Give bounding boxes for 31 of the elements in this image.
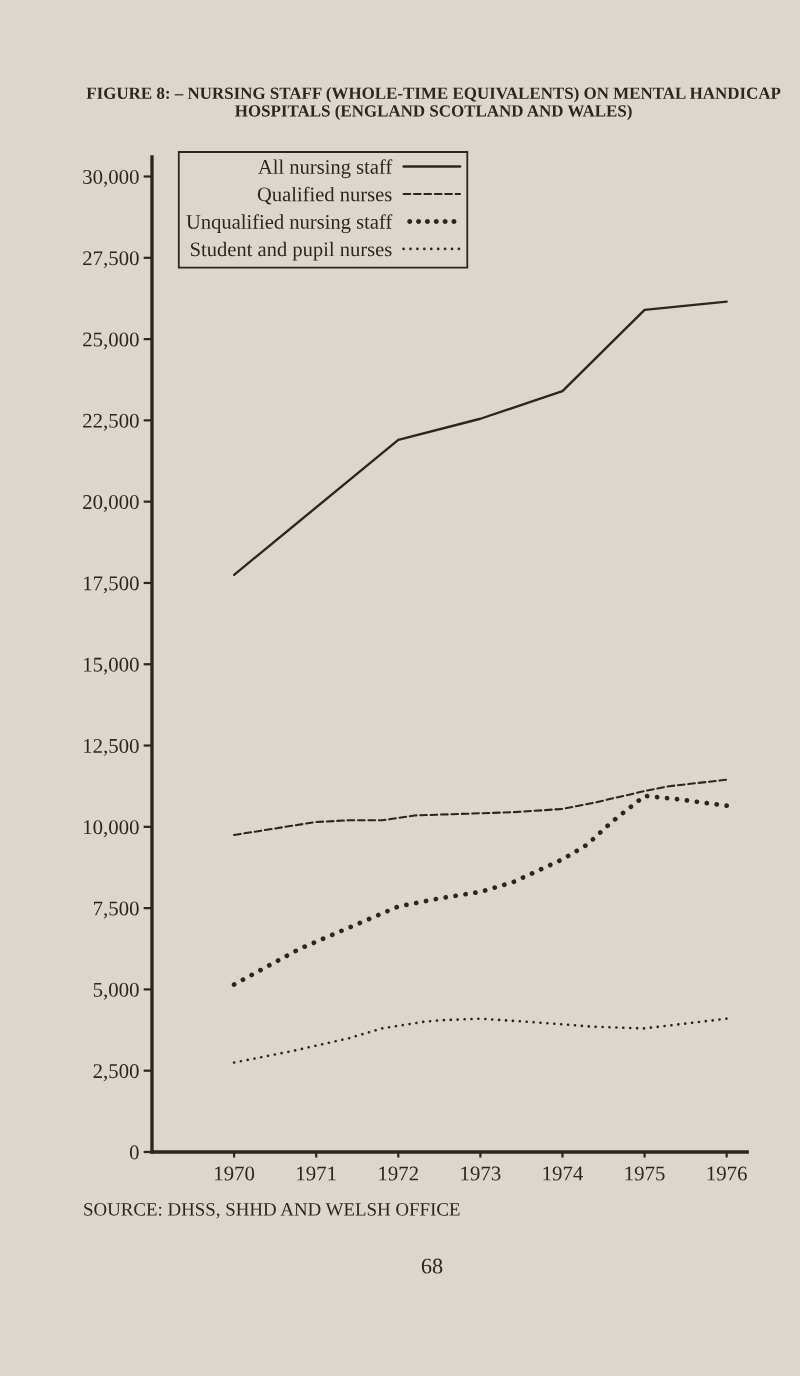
legend-label: All nursing staff	[258, 159, 393, 179]
y-tick-label: 10,000	[84, 820, 139, 838]
y-tick-label: 7,500	[94, 901, 139, 919]
x-tick-label: 1975	[625, 1166, 665, 1181]
y-tick-label: 20,000	[83, 495, 139, 513]
legend-label: Qualified nurses	[257, 186, 392, 205]
x-tick-label: 1971	[297, 1166, 336, 1181]
y-tick-label: 15,000	[84, 657, 139, 675]
legend-label: Student and pupil nurses	[190, 241, 392, 261]
y-tick-label: 27,500	[83, 251, 139, 269]
line-series	[233, 778, 728, 836]
x-tick-label: 1974	[543, 1166, 583, 1181]
text: 68	[421, 1258, 443, 1274]
line-series	[232, 1017, 728, 1064]
x-tick-label: 1976	[707, 1166, 747, 1181]
x-tick-label: 1970	[215, 1166, 255, 1181]
line-series	[232, 300, 728, 577]
x-tick-label: 1972	[379, 1166, 418, 1181]
legend-label: Unqualified nursing staff	[186, 214, 393, 234]
y-tick-label: 22,500	[83, 413, 139, 431]
y-tick-label: 5,000	[93, 982, 139, 1000]
x-tick-label: 1973	[461, 1166, 501, 1181]
source-note: SOURCE: DHSS, SHHD AND WELSH OFFICE	[84, 1203, 460, 1219]
line-series	[231, 793, 730, 987]
y-tick-label: 2,500	[93, 1064, 139, 1082]
chart-title: FIGURE 8: – NURSING STAFF (WHOLE-TIME EQUIVALENTS) ON MENTAL HANDICAP HOSPITALS (ENGLAND SCOTLAND AND WALES)	[86, 87, 781, 121]
y-tick-label: 17,500	[84, 576, 139, 594]
y-tick-label: 12,500	[84, 738, 139, 756]
y-tick-label: 30,000	[83, 169, 139, 187]
y-tick-label: 0	[129, 1145, 139, 1160]
y-tick-label: 25,000	[83, 332, 139, 350]
